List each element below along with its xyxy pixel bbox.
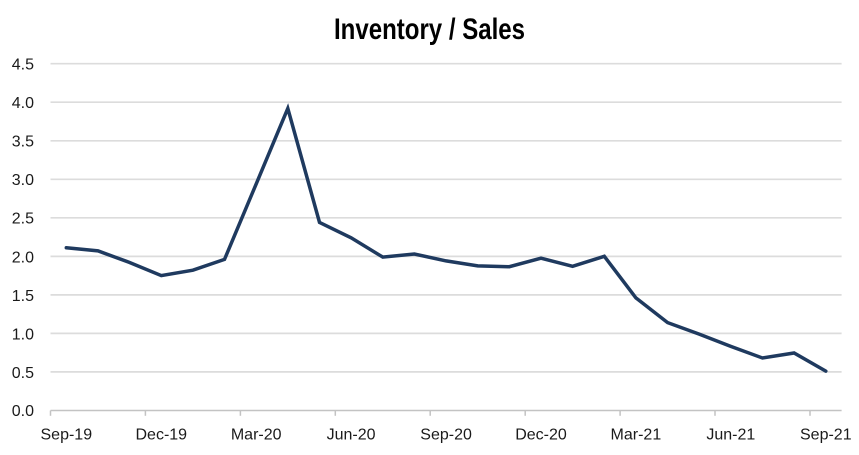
svg-text:3.0: 3.0: [12, 172, 34, 189]
svg-text:Sep-19: Sep-19: [41, 427, 93, 444]
svg-text:4.5: 4.5: [12, 57, 34, 74]
svg-text:Dec-20: Dec-20: [515, 427, 567, 444]
svg-text:3.5: 3.5: [12, 134, 34, 151]
svg-text:Dec-19: Dec-19: [136, 427, 188, 444]
svg-text:Mar-20: Mar-20: [231, 427, 282, 444]
svg-text:4.0: 4.0: [12, 95, 34, 112]
svg-text:2.5: 2.5: [12, 211, 34, 228]
svg-text:Jun-20: Jun-20: [327, 427, 376, 444]
svg-text:Inventory / Sales: Inventory / Sales: [334, 13, 525, 46]
svg-text:0.0: 0.0: [12, 403, 34, 420]
svg-text:0.5: 0.5: [12, 365, 34, 382]
svg-text:Jun-21: Jun-21: [706, 427, 755, 444]
svg-text:1.5: 1.5: [12, 288, 34, 305]
svg-text:Sep-21: Sep-21: [800, 427, 852, 444]
svg-text:Mar-21: Mar-21: [611, 427, 662, 444]
svg-text:1.0: 1.0: [12, 326, 34, 343]
svg-text:Sep-20: Sep-20: [420, 427, 472, 444]
svg-text:2.0: 2.0: [12, 249, 34, 266]
